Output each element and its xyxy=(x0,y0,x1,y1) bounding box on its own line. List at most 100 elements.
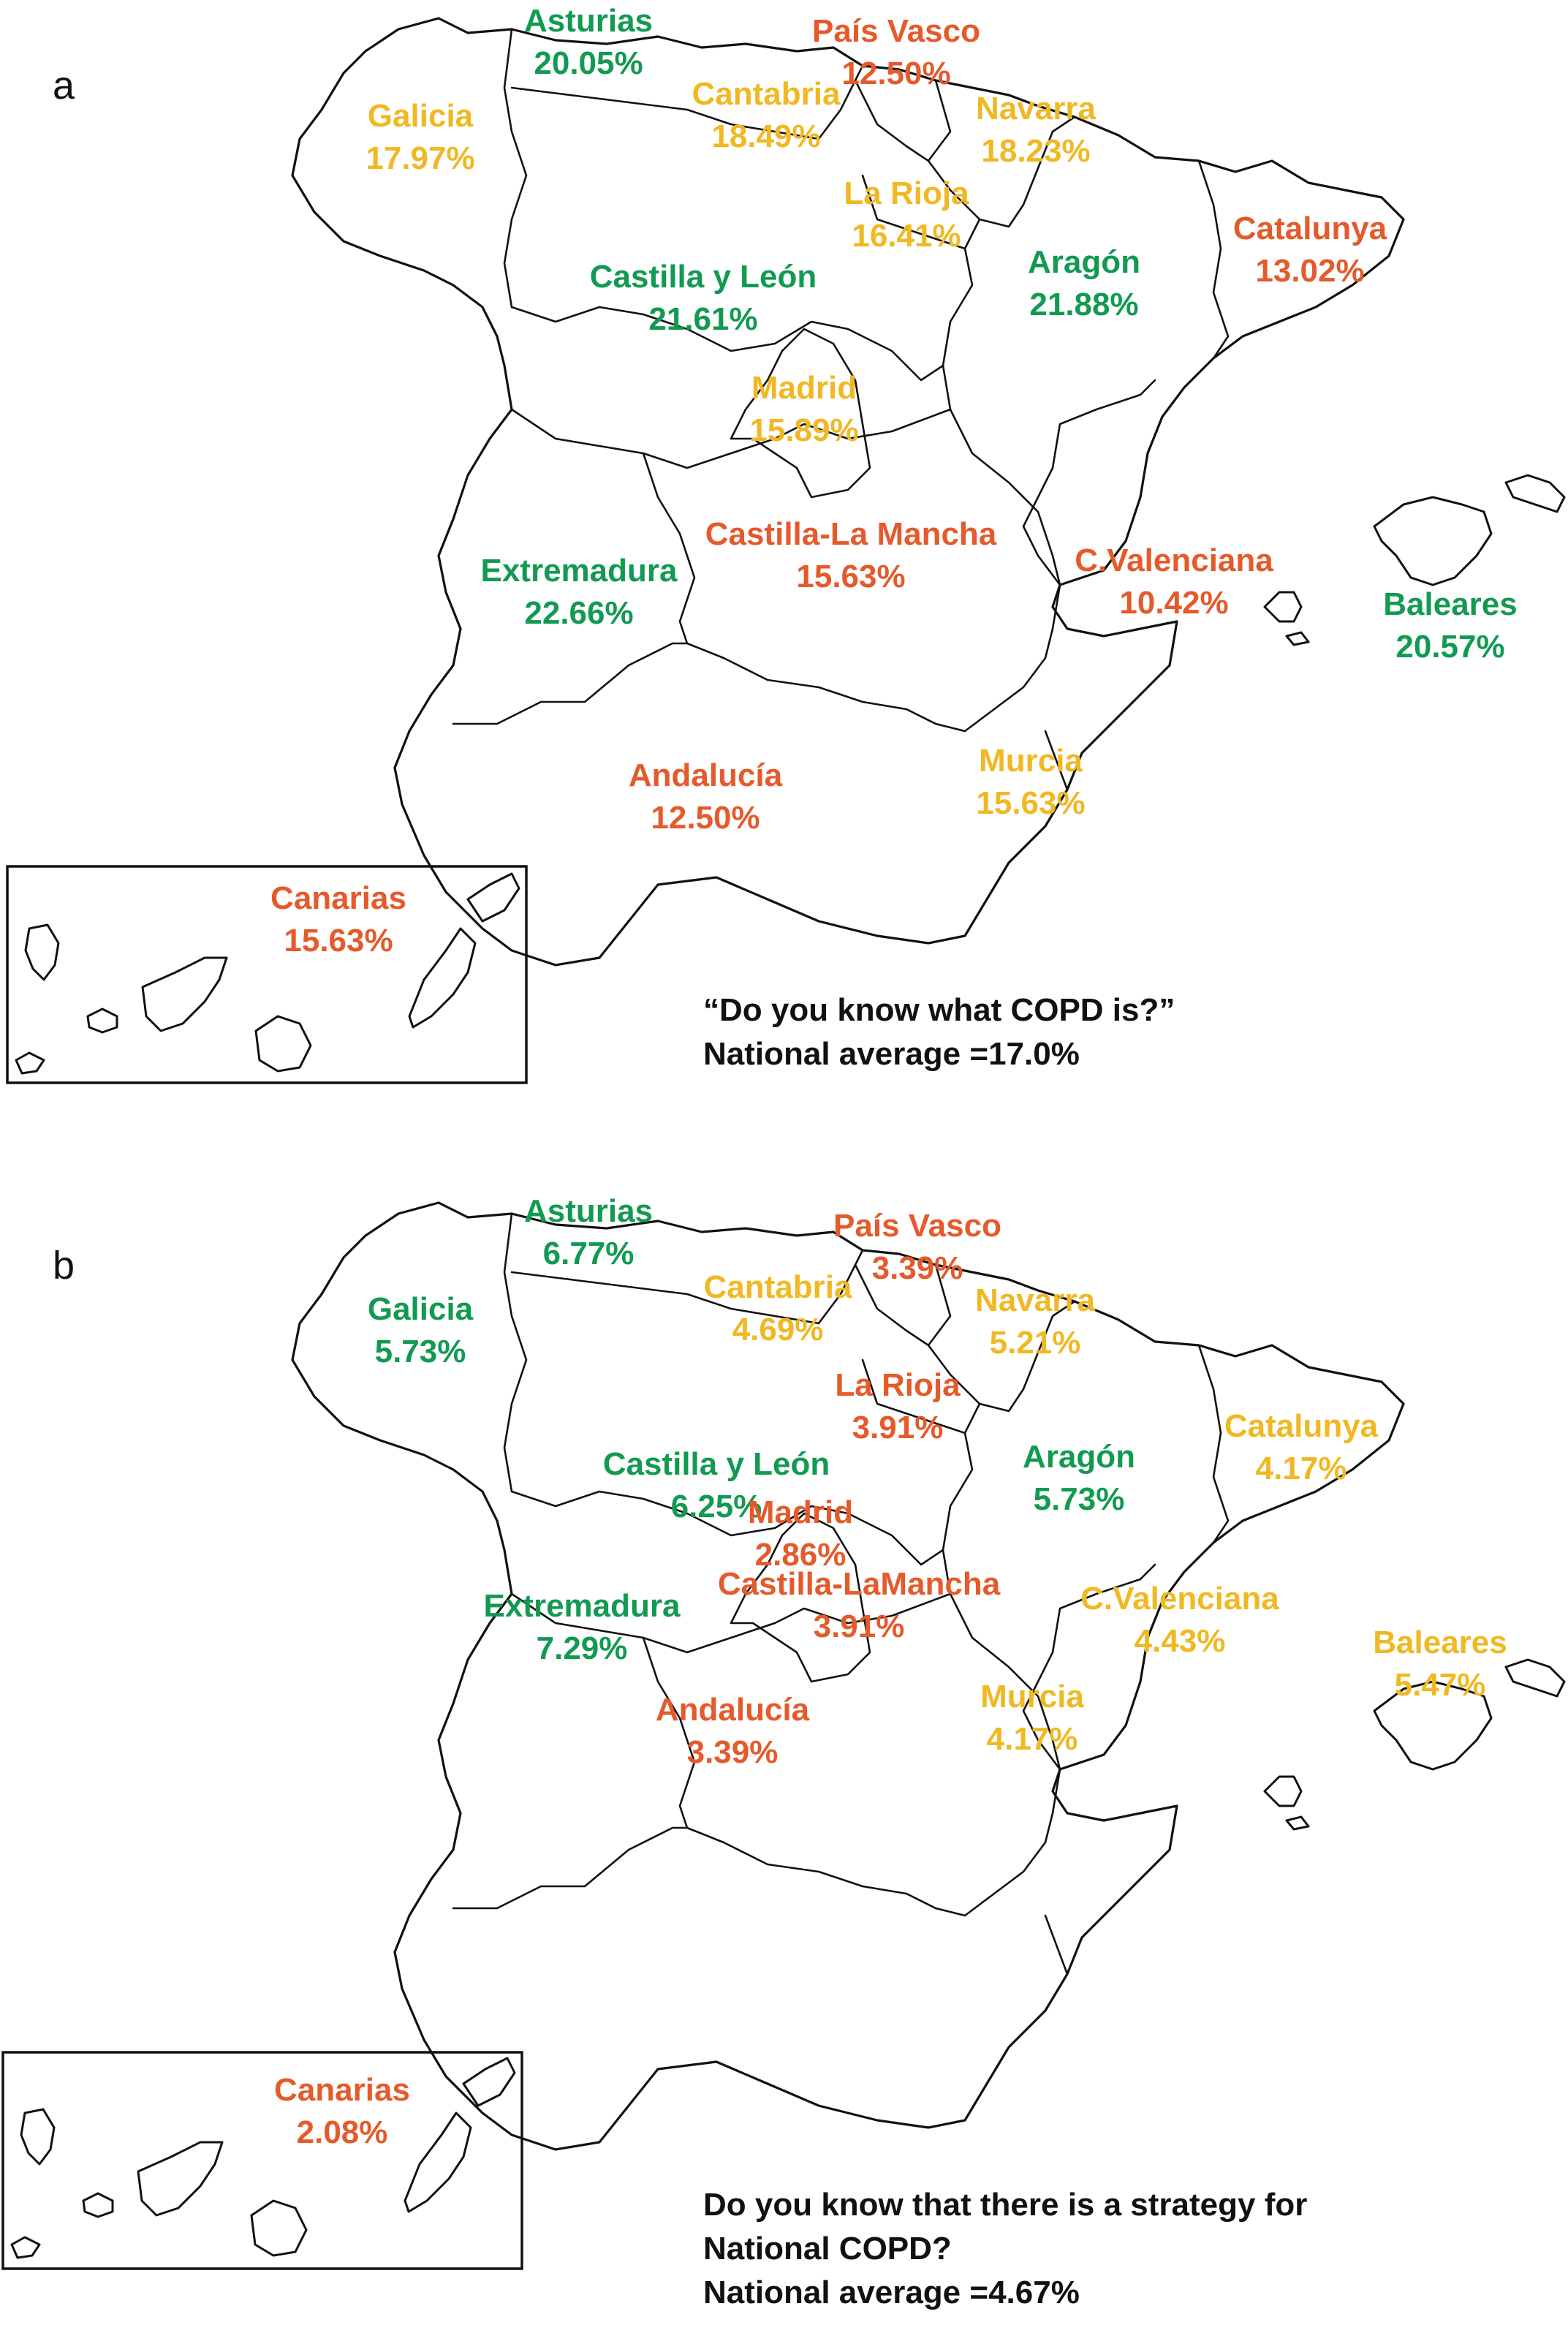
region-value: 15.63% xyxy=(796,559,906,594)
border-navarra xyxy=(927,1300,1076,1413)
region-name: C.Valenciana xyxy=(1080,1581,1279,1617)
region-value: 15.89% xyxy=(749,412,859,448)
region-label-pais-vasco: País Vasco 12.50% xyxy=(812,10,980,95)
mainland-border xyxy=(291,17,1405,967)
region-name: Castilla y León xyxy=(602,1446,830,1482)
region-name: Castilla-LaMancha xyxy=(717,1566,1001,1602)
region-value: 3.39% xyxy=(686,1734,779,1770)
region-value: 20.05% xyxy=(534,45,643,81)
region-label-canarias: Canarias 15.63% xyxy=(270,877,406,962)
border-la-rioja xyxy=(861,174,981,250)
region-label-baleares: Baleares 5.47% xyxy=(1373,1622,1507,1706)
region-name: La Rioja xyxy=(835,1367,961,1403)
region-value: 2.86% xyxy=(754,1537,847,1573)
region-name: Galicia xyxy=(367,1291,474,1327)
border-navarra xyxy=(927,116,1076,228)
region-label-aragon: Aragón 5.73% xyxy=(1023,1436,1135,1521)
formentera-island xyxy=(1285,1815,1310,1831)
region-name: Aragón xyxy=(1023,1439,1135,1475)
region-label-galicia: Galicia 17.97% xyxy=(366,95,474,180)
region-name: Catalunya xyxy=(1232,211,1387,246)
border-asturias-south xyxy=(510,1271,820,1325)
border-galicia-east xyxy=(503,1212,528,1493)
border-cantabria-east xyxy=(817,64,864,140)
region-value: 12.50% xyxy=(651,800,760,836)
mallorca-island xyxy=(1373,496,1493,586)
region-value: 21.61% xyxy=(648,301,758,337)
region-value: 21.88% xyxy=(1029,287,1139,322)
region-label-aragon: Aragón 21.88% xyxy=(1028,241,1140,326)
region-name: Madrid xyxy=(751,370,857,406)
region-value: 18.49% xyxy=(711,118,821,154)
border-aragon-west xyxy=(942,247,1061,586)
border-cyl-south xyxy=(510,306,944,382)
spain-mainland xyxy=(291,1201,1405,2151)
region-label-andalucia: Andalucía 12.50% xyxy=(629,755,782,839)
region-label-murcia: Murcia 4.17% xyxy=(980,1676,1084,1761)
region-name: Canarias xyxy=(270,880,406,916)
border-murcia xyxy=(934,1768,1069,1976)
tenerife-island xyxy=(141,956,228,1032)
region-label-andalucia: Andalucía 3.39% xyxy=(656,1689,809,1774)
ibiza-island xyxy=(1263,1775,1303,1807)
region-value: 18.23% xyxy=(981,133,1091,169)
fuerteventura-island xyxy=(408,927,477,1029)
region-label-cantabria: Cantabria 18.49% xyxy=(692,73,841,158)
border-aragon-west xyxy=(942,1432,1061,1771)
border-madrid xyxy=(730,1512,871,1683)
canarias-inset xyxy=(1,2051,523,2270)
region-name: Asturias xyxy=(523,3,654,39)
border-pais-vasco xyxy=(854,79,952,162)
ibiza-island xyxy=(1263,591,1303,623)
border-andalucia-north xyxy=(452,642,937,725)
lanzarote-island xyxy=(466,872,520,923)
national-average-text: National average =17.0% xyxy=(703,1036,1080,1072)
region-value: 4.17% xyxy=(1255,1451,1347,1486)
region-label-navarra: Navarra 5.21% xyxy=(975,1279,1095,1364)
formentera-island xyxy=(1285,631,1310,646)
region-name: La Rioja xyxy=(844,175,969,211)
border-catalunya-west xyxy=(1197,159,1230,360)
fuerteventura-island xyxy=(404,2112,472,2213)
region-borders xyxy=(452,28,1230,791)
region-name: Navarra xyxy=(976,91,1096,126)
lanzarote-island xyxy=(462,2057,516,2107)
border-madrid xyxy=(730,328,871,499)
region-label-pais-vasco: País Vasco 3.39% xyxy=(833,1205,1001,1290)
tenerife-island xyxy=(137,2141,224,2217)
region-label-castilla-la-mancha: Castilla-La Mancha 15.63% xyxy=(705,513,997,598)
border-cantabria-east xyxy=(817,1249,864,1325)
region-name: Cantabria xyxy=(703,1269,852,1305)
region-name: Andalucía xyxy=(628,757,783,793)
border-catalunya-west xyxy=(1197,1344,1230,1544)
region-label-cantabria: Cantabria 4.69% xyxy=(704,1266,852,1351)
panel-letter: b xyxy=(53,1244,75,1288)
region-name: Extremadura xyxy=(483,1588,681,1624)
mainland-border xyxy=(291,1201,1405,2151)
la-palma-island xyxy=(20,2108,56,2166)
question-text-line2: National COPD? xyxy=(703,2231,952,2267)
region-name: País Vasco xyxy=(833,1208,1001,1244)
border-galicia-east xyxy=(503,28,528,309)
region-label-asturias: Asturias 20.05% xyxy=(524,0,653,85)
region-name: Castilla-La Mancha xyxy=(705,516,997,552)
region-value: 15.63% xyxy=(284,923,393,959)
spain-map-outline xyxy=(1,1201,1566,2270)
region-label-madrid: Madrid 15.89% xyxy=(749,367,858,452)
region-label-catalunya: Catalunya 13.02% xyxy=(1233,208,1387,292)
region-value: 6.77% xyxy=(542,1236,635,1271)
panel-a-map: a Asturias 20.05% País Vasco 12.50% Gali… xyxy=(0,0,1568,1160)
question-text-line1: Do you know that there is a strategy for xyxy=(703,2187,1308,2223)
border-extremadura-east xyxy=(642,1636,696,1829)
el-hierro-island xyxy=(10,2236,41,2259)
region-name: Murcia xyxy=(980,1679,1084,1714)
region-value: 4.69% xyxy=(732,1312,824,1347)
region-value: 5.21% xyxy=(989,1325,1081,1361)
region-name: País Vasco xyxy=(812,13,980,49)
region-name: Baleares xyxy=(1383,586,1518,622)
region-name: Asturias xyxy=(523,1193,654,1229)
canarias-inset-box xyxy=(1,2051,523,2270)
border-la-rioja xyxy=(861,1358,981,1434)
region-name: Baleares xyxy=(1373,1625,1507,1660)
balearic-islands xyxy=(1263,474,1566,646)
